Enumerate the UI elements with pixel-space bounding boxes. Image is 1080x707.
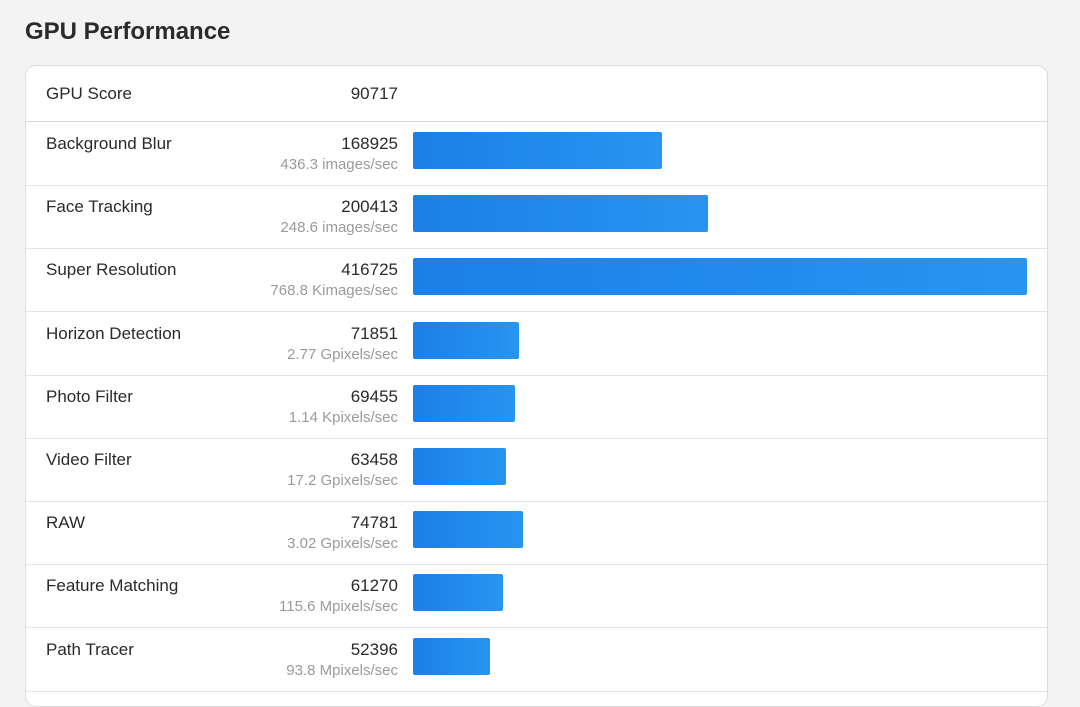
test-row: Path Tracer 52396 93.8 Mpixels/sec [26,628,1047,692]
score-bar [413,321,519,359]
test-score: 416725 [341,260,398,280]
test-row: RAW 74781 3.02 Gpixels/sec [26,501,1047,566]
test-row: Face Tracking 200413 248.6 images/sec [26,185,1047,250]
test-score: 200413 [341,197,398,217]
test-row: Feature Matching 61270 115.6 Mpixels/sec [26,564,1047,629]
test-rate: 436.3 images/sec [280,156,398,173]
gpu-score-label: GPU Score [46,84,132,103]
test-name: Video Filter [46,450,132,469]
test-score: 74781 [350,513,398,533]
test-rate: 2.77 Gpixels/sec [287,345,398,363]
score-bar [413,448,506,485]
test-name: Horizon Detection [46,323,182,343]
test-row: Super Resolution 416725 768.8 Kimages/sec [26,248,1047,313]
test-rate: 93.8 Mpixels/sec [286,661,398,679]
test-name: Background Blur [46,134,172,153]
test-name: Path Tracer [46,639,134,659]
test-row: Video Filter 63458 17.2 Gpixels/sec [26,438,1047,502]
test-rate: 768.8 Kimages/sec [270,282,398,300]
test-score: 168925 [341,134,398,153]
test-name: Photo Filter [46,386,133,406]
score-bar [413,574,503,612]
results-panel: GPU Score 90717 Background Blur 168925 436… [25,65,1048,707]
test-score: 52396 [350,639,398,659]
test-row: Photo Filter 69455 1.14 Kpixels/sec [26,375,1047,439]
test-score: 71851 [350,323,398,343]
test-name: Super Resolution [46,260,177,280]
page-title: GPU Performance [25,18,231,45]
test-rate: 3.02 Gpixels/sec [287,535,398,553]
test-rate: 1.14 Kpixels/sec [288,408,398,426]
score-bar [413,132,662,169]
test-name: Feature Matching [46,576,179,596]
test-row: Background Blur 168925 436.3 images/sec [26,122,1047,186]
gpu-score-value: 90717 [350,84,398,103]
test-rate: 115.6 Mpixels/sec [279,598,398,616]
test-row: Horizon Detection 71851 2.77 Gpixels/sec [26,312,1047,376]
test-score: 63458 [350,450,398,469]
score-bar [413,637,490,675]
test-name: Face Tracking [46,197,153,217]
gpu-score-row: GPU Score 90717 [26,66,1047,122]
test-score: 69455 [350,386,398,406]
score-bar [413,195,708,233]
test-score: 61270 [350,576,398,596]
test-name: RAW [46,513,86,533]
test-rate: 17.2 Gpixels/sec [287,472,398,489]
test-rate: 248.6 images/sec [280,219,398,237]
score-bar [413,511,523,549]
score-bar [413,258,1027,296]
score-bar [413,384,515,422]
